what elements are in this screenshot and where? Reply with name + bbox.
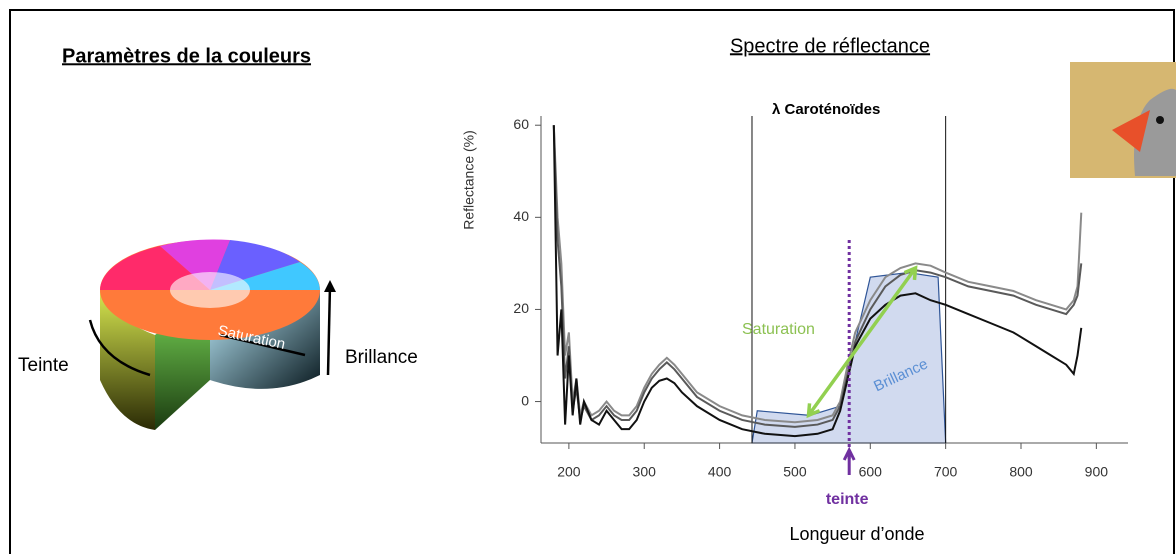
x-axis-label: Longueur d’onde xyxy=(789,524,924,544)
y-axis-label: Reflectance (%) xyxy=(461,130,477,230)
hsv-cylinder xyxy=(88,239,336,430)
spectrum-line xyxy=(552,125,1083,438)
brillance-label: Brillance xyxy=(345,347,418,368)
x-tick-label: 200 xyxy=(557,464,581,480)
teinte-label: Teinte xyxy=(18,355,69,376)
right-title: Spectre de réflectance xyxy=(730,35,930,57)
y-tick-label: 0 xyxy=(521,392,529,408)
x-tick-label: 800 xyxy=(1009,464,1033,480)
y-tick-label: 20 xyxy=(513,300,529,316)
brillance-area xyxy=(751,271,947,444)
carotenoid-label: λ Caroténoïdes xyxy=(772,101,880,118)
y-tick-label: 40 xyxy=(513,208,529,224)
saturation-annotation: Saturation xyxy=(742,321,815,338)
x-tick-label: 500 xyxy=(783,464,807,480)
slide-frame xyxy=(9,9,1175,554)
x-tick-label: 600 xyxy=(859,464,883,480)
x-tick-label: 900 xyxy=(1085,464,1109,480)
bird-photo xyxy=(1070,62,1176,178)
teinte-arrow xyxy=(842,446,856,475)
x-tick-label: 700 xyxy=(934,464,958,480)
spectrum-line xyxy=(552,125,1083,424)
y-tick-label: 60 xyxy=(513,116,529,132)
spectrum-line xyxy=(552,125,1083,428)
left-title: Paramètres de la couleurs xyxy=(62,45,311,67)
x-tick-label: 300 xyxy=(633,464,657,480)
x-tick-label: 400 xyxy=(708,464,732,480)
saturation-arrow xyxy=(806,265,918,419)
teinte-label: teinte xyxy=(826,491,869,508)
